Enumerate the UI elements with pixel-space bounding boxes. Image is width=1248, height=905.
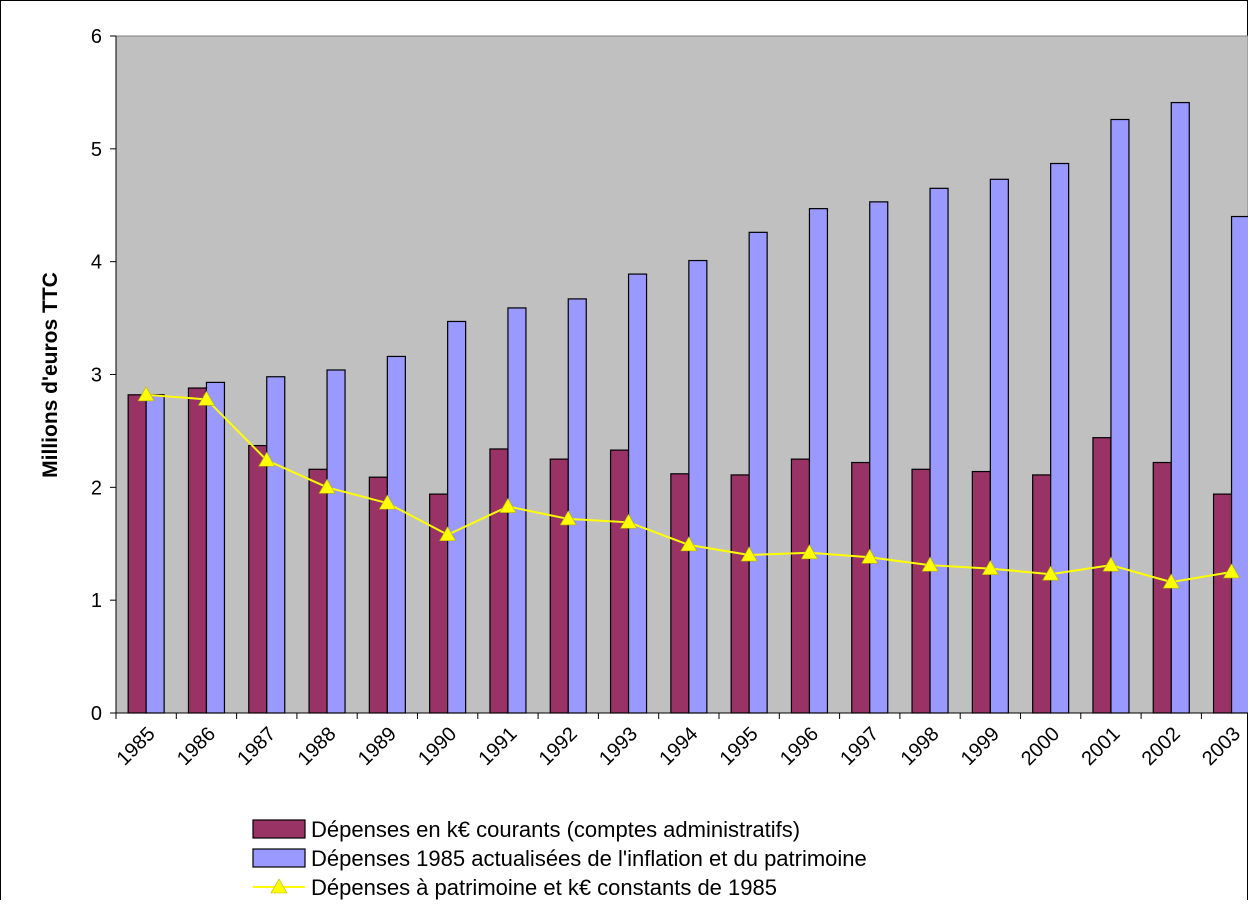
y-tick-label: 0 bbox=[91, 703, 102, 725]
line-point-1995 bbox=[740, 546, 758, 562]
x-tick-label: 2003 bbox=[1198, 723, 1245, 770]
x-tick-label: 2001 bbox=[1077, 723, 1124, 770]
bar-current-1986 bbox=[187, 387, 208, 714]
line-layer bbox=[137, 386, 1241, 589]
line-point-1986 bbox=[197, 390, 215, 406]
bar-adjusted-1988 bbox=[326, 369, 346, 714]
x-tick-label: 1997 bbox=[836, 723, 883, 770]
bar-current-1991 bbox=[489, 448, 509, 714]
bar-adjusted-1994 bbox=[688, 259, 708, 714]
line-point-1991 bbox=[499, 497, 517, 513]
bar-adjusted-1987 bbox=[266, 376, 286, 714]
bar-current-1992 bbox=[549, 458, 569, 714]
y-tick-label: 6 bbox=[91, 26, 102, 48]
line-point-1988 bbox=[318, 478, 336, 494]
legend-marker bbox=[270, 878, 288, 894]
bar-adjusted-2003 bbox=[1230, 215, 1248, 714]
y-tick-label: 5 bbox=[91, 139, 102, 161]
x-tick-label: 1992 bbox=[535, 723, 582, 770]
bar-current-2000 bbox=[1032, 474, 1052, 714]
bar-current-2003 bbox=[1212, 493, 1233, 714]
line-point-1985 bbox=[137, 386, 155, 402]
bar-adjusted-1986 bbox=[205, 381, 226, 714]
bar-current-1994 bbox=[670, 473, 690, 714]
x-tick-label: 1988 bbox=[294, 723, 341, 770]
legend: Dépenses en k€ courants (comptes adminis… bbox=[252, 817, 867, 900]
bar-current-2001 bbox=[1092, 437, 1112, 714]
bar-adjusted-1999 bbox=[989, 178, 1009, 714]
x-tick-label: 1990 bbox=[414, 723, 461, 770]
bar-current-1985 bbox=[127, 394, 147, 714]
bar-adjusted-1996 bbox=[808, 208, 829, 714]
bar-adjusted-1997 bbox=[869, 201, 889, 714]
y-axis-title: Millions d'euros TTC bbox=[39, 272, 62, 478]
x-tick-label: 1998 bbox=[897, 723, 944, 770]
bar-current-1998 bbox=[911, 468, 931, 714]
bar-adjusted-1993 bbox=[627, 273, 648, 714]
x-tick-label: 2002 bbox=[1138, 723, 1185, 770]
bar-current-1989 bbox=[368, 476, 388, 714]
bar-adjusted-1995 bbox=[748, 231, 768, 714]
bar-adjusted-1985 bbox=[145, 394, 165, 714]
line-point-1987 bbox=[258, 451, 276, 467]
bar-current-1999 bbox=[971, 470, 991, 714]
line-point-1998 bbox=[921, 556, 939, 572]
line-point-1990 bbox=[439, 526, 457, 542]
x-tick-label: 1985 bbox=[113, 723, 160, 770]
line-point-1997 bbox=[861, 548, 879, 564]
line-point-2000 bbox=[1042, 565, 1060, 581]
y-tick-label: 2 bbox=[91, 477, 102, 499]
x-tick-label: 1991 bbox=[474, 723, 521, 770]
line-point-1992 bbox=[559, 510, 577, 526]
bar-current-1997 bbox=[851, 461, 871, 714]
x-tick-label: 2000 bbox=[1017, 723, 1064, 770]
x-tick-label: 1999 bbox=[957, 723, 1004, 770]
line-point-2001 bbox=[1102, 556, 1120, 572]
bar-adjusted-2002 bbox=[1170, 101, 1190, 714]
line-point-1996 bbox=[800, 544, 818, 560]
bar-current-1988 bbox=[308, 468, 328, 714]
legend-label-2: Dépenses à patrimoine et k€ constants de… bbox=[311, 875, 777, 900]
bar-adjusted-1998 bbox=[929, 187, 949, 714]
bar-current-1993 bbox=[609, 449, 630, 714]
x-tick-label: 1993 bbox=[595, 723, 642, 770]
x-tick-label: 1995 bbox=[716, 723, 763, 770]
bar-adjusted-2000 bbox=[1050, 162, 1070, 714]
line-point-1993 bbox=[620, 513, 638, 529]
bar-adjusted-1992 bbox=[567, 298, 587, 714]
bar-adjusted-2001 bbox=[1110, 118, 1130, 714]
legend-swatch-0 bbox=[252, 819, 306, 839]
line-point-1999 bbox=[981, 559, 999, 575]
y-tick-label: 4 bbox=[91, 252, 102, 274]
line-point-1989 bbox=[378, 494, 396, 510]
x-tick-label: 1987 bbox=[233, 723, 280, 770]
legend-label-0: Dépenses en k€ courants (comptes adminis… bbox=[311, 817, 800, 842]
y-tick-label: 3 bbox=[91, 365, 102, 387]
line-point-2002 bbox=[1162, 573, 1180, 589]
bar-adjusted-1990 bbox=[447, 320, 467, 714]
bar-adjusted-1989 bbox=[386, 355, 406, 714]
x-tick-label: 1989 bbox=[354, 723, 401, 770]
x-tick-label: 1994 bbox=[655, 723, 702, 770]
line-point-1994 bbox=[680, 536, 698, 552]
x-tick-label: 1996 bbox=[776, 723, 823, 770]
legend-swatch-1 bbox=[252, 848, 306, 868]
x-tick-label: 1986 bbox=[173, 723, 220, 770]
line-point-2003 bbox=[1223, 563, 1241, 579]
bar-current-1995 bbox=[730, 474, 750, 714]
y-tick-label: 1 bbox=[91, 590, 102, 612]
legend-label-1: Dépenses 1985 actualisées de l'inflation… bbox=[311, 846, 867, 871]
bar-current-1996 bbox=[790, 458, 811, 714]
bar-current-1987 bbox=[248, 444, 268, 714]
